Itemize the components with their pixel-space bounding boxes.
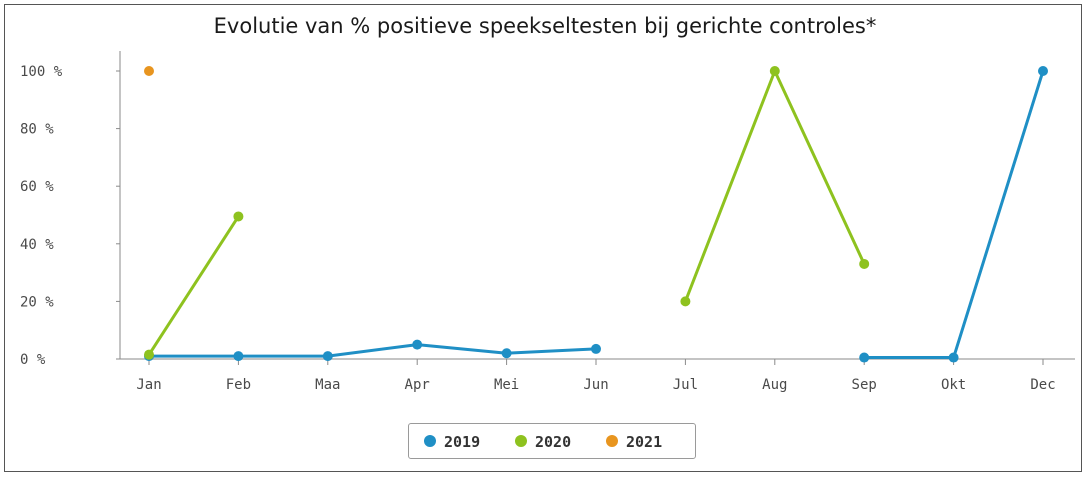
data-point-2019 bbox=[322, 351, 333, 362]
x-tick-label: Okt bbox=[941, 377, 966, 393]
data-point-2019 bbox=[233, 351, 244, 362]
data-point-2019 bbox=[859, 352, 870, 363]
data-point-2020 bbox=[859, 258, 870, 269]
chart-title: Evolutie van % positieve speekseltesten … bbox=[213, 14, 877, 38]
series-line-2020 bbox=[147, 215, 240, 356]
series-line-2019 bbox=[149, 343, 597, 358]
y-tick-label: 60 % bbox=[20, 179, 54, 195]
data-point-2019 bbox=[501, 348, 512, 359]
data-point-2020 bbox=[144, 349, 154, 360]
y-tick-label: 100 % bbox=[20, 64, 63, 80]
series-lines bbox=[147, 69, 1045, 360]
x-tick-label: Aug bbox=[762, 377, 787, 393]
y-tick-label: 0 % bbox=[20, 352, 46, 368]
data-point-2019 bbox=[1038, 66, 1048, 76]
x-tick-label: Sep bbox=[852, 377, 877, 393]
data-point-2019 bbox=[591, 343, 601, 354]
data-point-2019 bbox=[412, 339, 423, 350]
x-tick-label: Mei bbox=[494, 377, 519, 393]
y-tick-label: 80 % bbox=[20, 122, 54, 138]
chart-frame bbox=[4, 4, 1082, 472]
series-points bbox=[144, 66, 1048, 363]
y-tick-label: 20 % bbox=[20, 294, 54, 310]
x-tick-label: Dec bbox=[1030, 377, 1055, 393]
x-tick-label: Jun bbox=[583, 377, 608, 393]
data-point-2021 bbox=[144, 66, 154, 76]
x-tick-label: Feb bbox=[226, 377, 251, 393]
data-point-2020 bbox=[769, 66, 780, 76]
x-tick-label: Jul bbox=[673, 377, 698, 393]
data-point-2020 bbox=[680, 296, 691, 307]
x-tick-label: Jan bbox=[136, 377, 161, 393]
series-line-2019 bbox=[864, 70, 1045, 360]
legend bbox=[408, 423, 696, 459]
series-line-2020 bbox=[684, 69, 866, 302]
y-tick-label: 40 % bbox=[20, 237, 54, 253]
axes: 0 % 20 % 40 % 60 % 80 % 100 % Jan Feb Maa Apr Mei J… bbox=[20, 51, 1075, 393]
x-tick-label: Apr bbox=[405, 377, 430, 393]
data-point-2019 bbox=[948, 352, 959, 363]
data-point-2020 bbox=[233, 211, 244, 222]
x-tick-label: Maa bbox=[315, 377, 340, 393]
